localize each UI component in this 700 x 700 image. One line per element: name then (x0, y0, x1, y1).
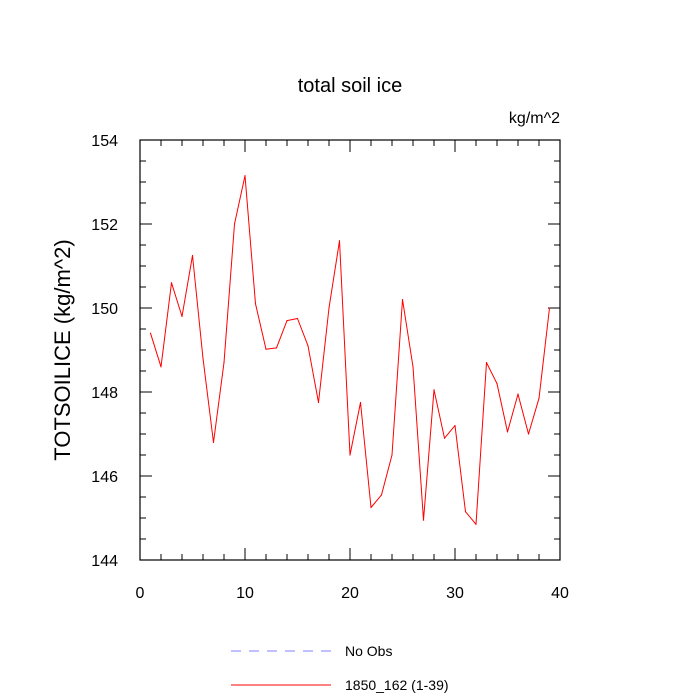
y-tick-label: 154 (91, 133, 118, 150)
series-point (191, 254, 194, 257)
series-point (485, 362, 488, 364)
plot-frame (139, 139, 561, 561)
y-tick-label: 146 (91, 469, 118, 486)
series-point (517, 393, 519, 395)
series-point (506, 431, 509, 433)
series-point (307, 345, 309, 347)
series-point (286, 320, 288, 322)
chart-title: total soil ice (298, 75, 403, 97)
series-point (202, 357, 204, 359)
series-point (548, 307, 551, 309)
series-point (223, 362, 225, 364)
series-point (170, 282, 173, 284)
series-point (212, 441, 215, 443)
tick-labels: 0 10 20 30 40 144 146 148 150 152 154 (91, 133, 569, 602)
series-point (380, 494, 383, 496)
y-tick-label: 148 (91, 385, 118, 402)
series-point (464, 511, 467, 513)
series-point (401, 299, 404, 301)
series-point (359, 401, 362, 404)
series-point (254, 303, 257, 305)
series-point (527, 433, 530, 435)
series-point (496, 383, 498, 385)
y-tick-label: 144 (91, 553, 118, 570)
series-point (296, 317, 299, 320)
series-point (433, 389, 435, 391)
series-point (244, 175, 246, 177)
legend-label-no-obs: No Obs (345, 643, 392, 659)
series-point (443, 437, 446, 439)
series-line-1850-162-1-39 (150, 175, 550, 525)
series-point (275, 347, 278, 349)
series-point (181, 315, 183, 317)
y-tick-label: 152 (91, 217, 118, 234)
series-point (160, 366, 162, 368)
y-tick-label: 150 (91, 301, 118, 318)
axis-ticks (139, 139, 561, 561)
series-point (475, 523, 477, 525)
series-point (422, 519, 425, 521)
series-point (233, 223, 236, 225)
x-tick-label: 0 (136, 585, 145, 602)
series-point (328, 307, 330, 309)
series-point (149, 332, 152, 334)
x-tick-label: 40 (551, 585, 569, 602)
series-point (349, 454, 351, 456)
series-point (391, 454, 393, 456)
series-point (370, 506, 372, 509)
legend-label-1850-162: 1850_162 (1-39) (345, 677, 449, 693)
series-point (338, 240, 341, 242)
series-point (317, 401, 320, 404)
y-axis-label: TOTSOILICE (kg/m^2) (50, 239, 75, 460)
series-point (412, 366, 414, 368)
series-point (538, 397, 540, 399)
x-tick-label: 30 (446, 585, 464, 602)
series-point (265, 348, 267, 350)
series-layer (149, 175, 551, 525)
x-tick-label: 10 (236, 585, 254, 602)
series-point (454, 425, 456, 427)
units-label: kg/m^2 (509, 110, 560, 127)
x-tick-label: 20 (341, 585, 359, 602)
legend: No Obs 1850_162 (1-39) (231, 643, 449, 693)
